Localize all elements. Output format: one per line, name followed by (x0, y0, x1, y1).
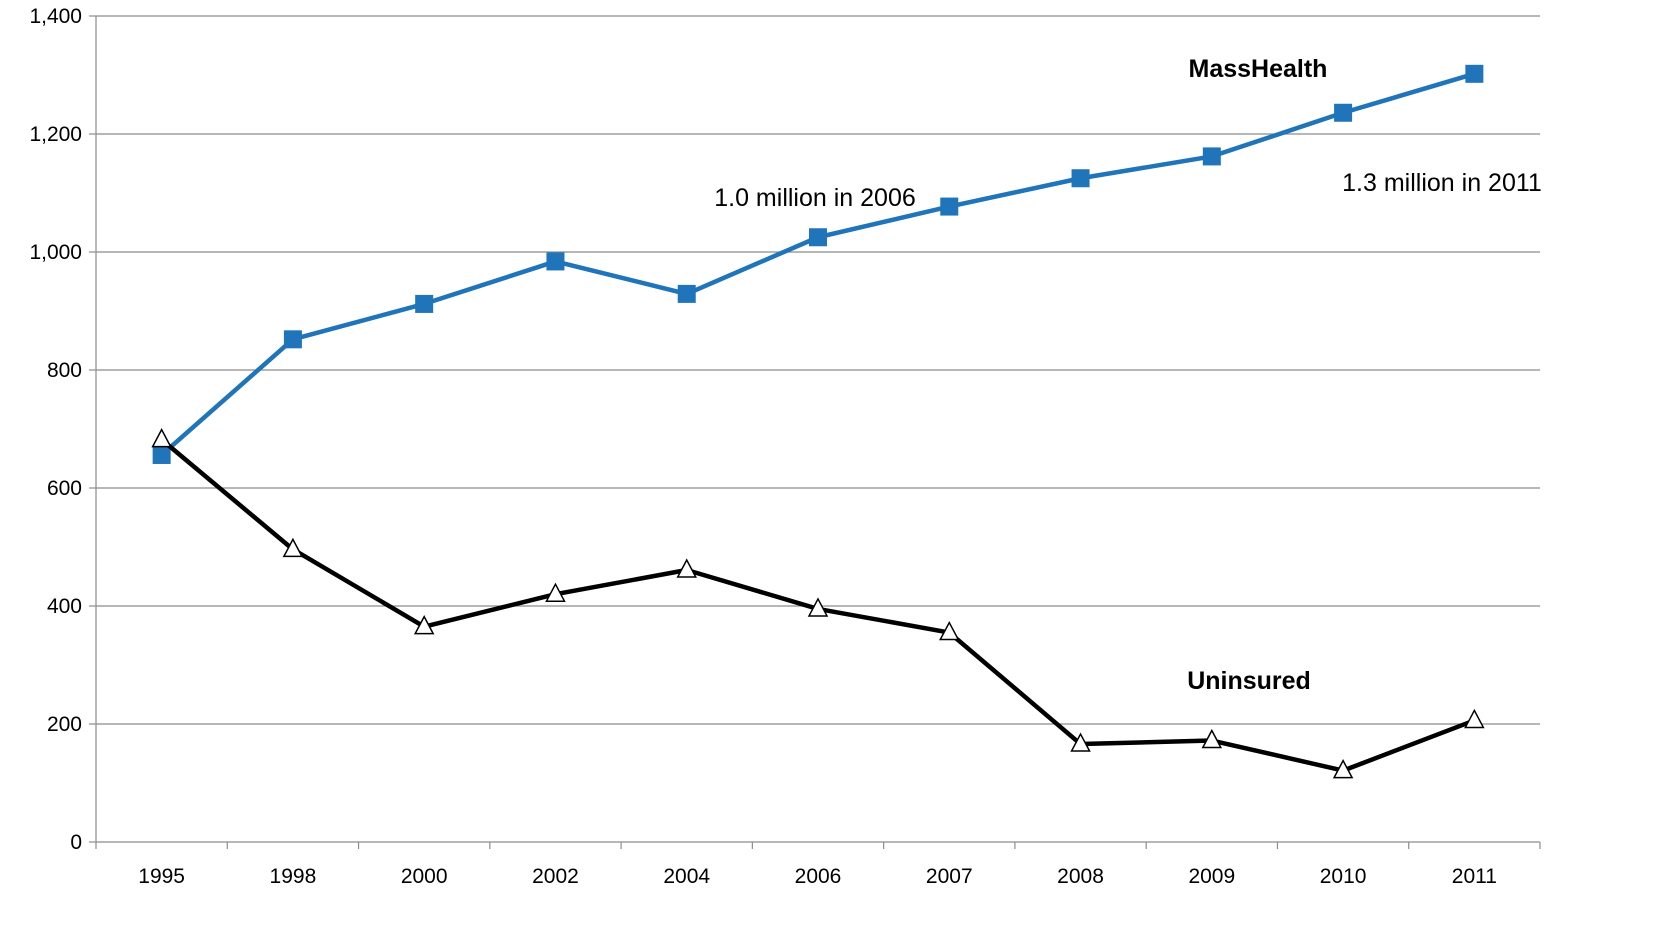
data-point-uninsured (807, 597, 829, 617)
y-tick-labels: 0 200 400 600 800 1,000 1,200 1,400 (29, 5, 82, 854)
data-point-masshealth (1202, 147, 1221, 166)
data-point-masshealth (152, 445, 171, 464)
y-tick-label: 600 (47, 477, 82, 500)
data-point-uninsured (1070, 732, 1091, 752)
y-tick-label: 800 (47, 359, 82, 382)
x-tick-labels: 1995 1998 2000 2002 2004 2006 2007 2008 2009 2010… (138, 865, 1497, 888)
data-point-masshealth (415, 294, 434, 313)
y-tick-label: 1,000 (29, 241, 82, 264)
gridlines (96, 15, 1540, 725)
series-uninsured (151, 428, 1485, 779)
data-point-uninsured (1201, 728, 1223, 749)
x-tick-label: 2009 (1188, 865, 1235, 888)
x-tick-label: 1998 (270, 865, 317, 888)
data-point-uninsured (151, 428, 172, 448)
data-point-masshealth (1465, 64, 1484, 83)
x-tick-label: 2006 (795, 865, 842, 888)
x-tick-label: 2007 (926, 865, 973, 888)
data-point-uninsured (413, 615, 435, 635)
annotation-2006: 1.0 million in 2006 (714, 184, 916, 212)
data-point-uninsured (1332, 759, 1354, 779)
series-group (151, 64, 1485, 779)
y-tick-label: 1,400 (29, 5, 82, 28)
data-point-masshealth (809, 228, 827, 247)
x-tick-label: 2010 (1320, 865, 1367, 888)
x-tick-label: 2011 (1452, 865, 1497, 888)
series-label-masshealth: MassHealth (1189, 55, 1328, 83)
x-tick-label: 2002 (532, 865, 579, 888)
x-tick-label: 1995 (138, 865, 185, 888)
data-point-uninsured (939, 620, 960, 641)
data-point-masshealth (677, 284, 696, 303)
y-tick-label: 400 (47, 595, 82, 618)
data-point-uninsured (282, 537, 304, 558)
series-label-uninsured: Uninsured (1187, 667, 1311, 695)
y-tick-label: 1,200 (29, 123, 82, 146)
axes (89, 15, 1541, 849)
data-point-masshealth (1071, 169, 1090, 188)
y-tick-label: 0 (70, 831, 82, 854)
data-point-masshealth (1334, 103, 1353, 122)
data-point-masshealth (546, 252, 565, 271)
series-masshealth (152, 64, 1484, 464)
data-point-uninsured (676, 558, 697, 578)
series-line-masshealth (160, 71, 1476, 457)
data-point-masshealth (940, 197, 959, 216)
data-point-masshealth (283, 330, 302, 349)
x-tick-label: 2004 (663, 865, 710, 888)
data-point-uninsured (545, 582, 566, 602)
y-tick-label: 200 (47, 713, 82, 736)
x-tick-label: 2000 (401, 865, 448, 888)
x-tick-label: 2008 (1057, 865, 1104, 888)
annotation-2011: 1.3 million in 2011 (1342, 169, 1542, 197)
data-point-uninsured (1464, 708, 1485, 729)
